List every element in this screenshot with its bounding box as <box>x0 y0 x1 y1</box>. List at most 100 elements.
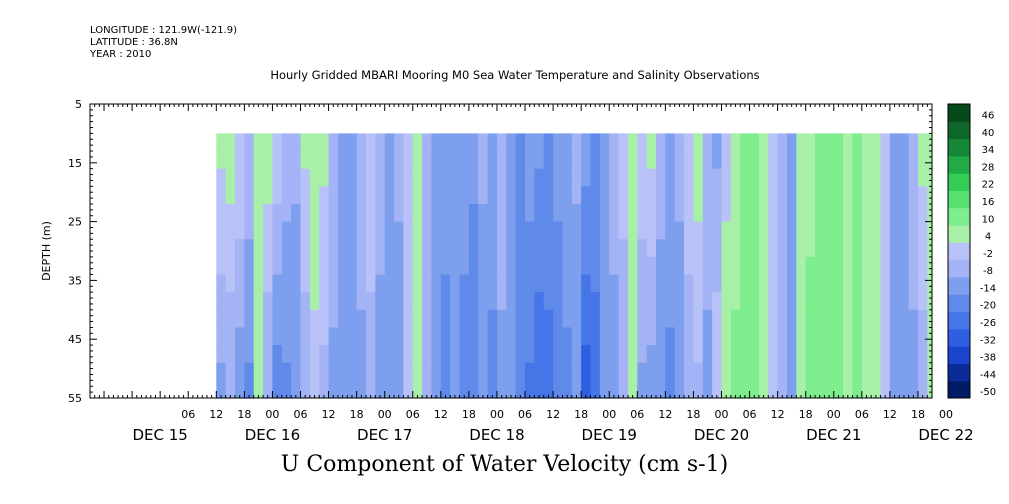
heatmap-cell <box>656 362 666 381</box>
heatmap-cell <box>216 151 227 170</box>
heatmap-cell <box>871 151 882 170</box>
heatmap-cell <box>515 362 526 381</box>
heatmap-cell <box>431 168 442 187</box>
heatmap-cell <box>656 168 666 187</box>
heatmap-cell <box>394 380 405 399</box>
heatmap-cell <box>515 239 526 258</box>
heatmap-cell <box>712 292 723 311</box>
heatmap-cell <box>646 221 657 240</box>
heatmap-cell <box>235 133 245 152</box>
heatmap-cell <box>768 362 779 381</box>
colorbar-label: 10 <box>982 214 995 225</box>
heatmap-cell <box>422 239 433 258</box>
heatmap-cell <box>347 362 358 381</box>
heatmap-cell <box>300 380 311 399</box>
heatmap-cell <box>365 203 376 223</box>
heatmap-cell <box>450 186 461 205</box>
heatmap-cell <box>263 203 274 223</box>
heatmap-cell <box>440 221 451 240</box>
heatmap-cell <box>843 292 854 311</box>
heatmap-cell <box>253 309 264 329</box>
heatmap-cell <box>281 345 292 364</box>
heatmap-cell <box>656 274 666 293</box>
heatmap-cell <box>496 256 507 276</box>
heatmap-cell <box>337 221 348 240</box>
heatmap-cell <box>440 380 451 399</box>
heatmap-cell <box>674 380 685 399</box>
heatmap-cell <box>216 309 227 329</box>
heatmap-cell <box>272 168 283 187</box>
heatmap-cell <box>487 362 498 381</box>
heatmap-cell <box>637 292 648 311</box>
heatmap-cell <box>216 168 227 187</box>
heatmap-cell <box>328 151 339 170</box>
heatmap-cell <box>852 309 863 329</box>
heatmap-cell <box>824 256 835 276</box>
heatmap-cell <box>908 203 919 223</box>
heatmap-cell <box>468 133 479 152</box>
heatmap-cell <box>525 239 535 258</box>
heatmap-cell <box>553 186 564 205</box>
heatmap-cell <box>337 345 348 364</box>
x-hour-label: 00 <box>602 408 616 421</box>
heatmap-cell <box>515 309 526 329</box>
heatmap-cell <box>468 256 479 276</box>
heatmap-cell <box>244 256 255 276</box>
heatmap-cell <box>908 168 919 187</box>
heatmap-cell <box>394 345 405 364</box>
heatmap-cell <box>571 362 582 381</box>
heatmap-cell <box>702 151 713 170</box>
heatmap-cell <box>637 186 648 205</box>
heatmap-cell <box>394 168 405 187</box>
heatmap-cell <box>253 239 264 258</box>
heatmap-cell <box>337 186 348 205</box>
colorbar-label: -50 <box>980 387 996 398</box>
x-hour-label: 18 <box>911 408 925 421</box>
heatmap-cell <box>450 203 461 223</box>
heatmap-cell <box>356 327 367 346</box>
heatmap-cell <box>571 168 582 187</box>
heatmap-cell <box>571 256 582 276</box>
heatmap-cell <box>889 362 900 381</box>
colorbar: 46 40 34 28 22 16 10 4 -2 -8 -14 -20 -26 -32 -38 -44 -50 <box>947 103 996 399</box>
heatmap-cell <box>656 151 666 170</box>
heatmap-cell <box>805 380 816 399</box>
heatmap-cell <box>777 345 788 364</box>
heatmap-cell <box>609 345 620 364</box>
heatmap-cell <box>749 327 760 346</box>
heatmap-cell <box>684 168 695 187</box>
heatmap-cell <box>721 151 732 170</box>
heatmap-cell <box>506 239 517 258</box>
heatmap-cell <box>375 256 386 276</box>
heatmap-cell <box>319 362 330 381</box>
heatmap-cell <box>917 133 928 152</box>
heatmap-cell <box>394 309 405 329</box>
heatmap-cell <box>712 239 723 258</box>
heatmap-cell <box>749 151 760 170</box>
heatmap-cell <box>786 327 797 346</box>
heatmap-cell <box>796 221 807 240</box>
heatmap-cell <box>384 309 395 329</box>
heatmap-cell <box>225 362 236 381</box>
heatmap-cell <box>478 221 489 240</box>
heatmap-cell <box>534 168 545 187</box>
heatmap-cell <box>861 256 872 276</box>
heatmap-cell <box>281 362 292 381</box>
heatmap-cell <box>590 309 601 329</box>
heatmap-cell <box>656 239 666 258</box>
heatmap-cell <box>721 274 732 293</box>
heatmap-cell <box>796 345 807 364</box>
heatmap-cell <box>487 151 498 170</box>
heatmap-cell <box>730 309 741 329</box>
heatmap-cell <box>356 274 367 293</box>
heatmap-cell <box>412 239 423 258</box>
heatmap-cell <box>880 151 891 170</box>
x-hour-label: 06 <box>294 408 308 421</box>
heatmap-cell <box>665 239 676 258</box>
heatmap-cell <box>712 221 723 240</box>
x-hour-label: 12 <box>771 408 785 421</box>
heatmap-cell <box>553 309 564 329</box>
heatmap-cell <box>562 345 573 364</box>
heatmap-cell <box>225 274 236 293</box>
